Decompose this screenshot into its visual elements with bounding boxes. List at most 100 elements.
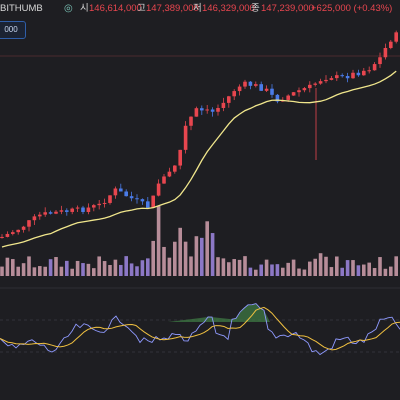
volume-bar <box>119 264 123 276</box>
volume-bar <box>189 256 193 276</box>
candle-body <box>65 210 69 212</box>
volume-bar <box>313 258 317 276</box>
candle-body <box>372 64 377 71</box>
candle-body <box>156 183 161 196</box>
volume-bar <box>286 262 290 276</box>
volume-bar <box>254 269 258 276</box>
volume-bar <box>243 256 247 276</box>
volume-bar <box>318 253 323 276</box>
volume-bar <box>205 221 209 276</box>
candle-body <box>27 220 31 227</box>
volume-bar <box>356 265 361 276</box>
candle-body <box>324 79 328 82</box>
volume-bar <box>378 257 382 276</box>
oscillator-line <box>0 303 400 356</box>
candle-body <box>205 109 209 111</box>
candle-body <box>254 84 258 86</box>
volume-bar <box>146 258 150 276</box>
volume-bar <box>210 233 215 276</box>
candle-body <box>227 96 231 103</box>
volume-bar <box>362 264 366 276</box>
volume-bar <box>92 268 96 276</box>
candle-body <box>286 95 290 100</box>
pin-icon[interactable]: ◎ <box>64 3 73 14</box>
low-value: 146,329,000 <box>202 3 255 14</box>
candle-body <box>173 165 177 172</box>
candle-body <box>200 108 204 111</box>
candle-body <box>92 205 96 208</box>
volume-bar <box>367 262 371 276</box>
candle-body <box>313 83 317 85</box>
candle-body <box>291 92 296 96</box>
volume-bar <box>173 241 177 276</box>
volume-bar <box>270 264 274 276</box>
indicator-value-badge: 000 <box>0 21 26 39</box>
volume-bar <box>335 256 339 276</box>
candle-body <box>108 195 112 203</box>
candle-body <box>259 84 263 91</box>
candle-body <box>394 32 398 42</box>
volume-bar <box>237 259 242 276</box>
volume-bar <box>135 266 139 276</box>
candle-body <box>75 207 80 209</box>
candle-body <box>297 90 301 93</box>
volume-bar <box>372 268 377 276</box>
close-label: 종 <box>251 3 260 14</box>
candle-body <box>237 86 242 92</box>
candle-body <box>124 191 128 197</box>
volume-bar <box>54 257 58 276</box>
volume-bar <box>5 257 10 276</box>
volume-bar <box>329 267 334 276</box>
candle-body <box>5 233 10 237</box>
volume-bar <box>70 268 74 276</box>
volume-bar <box>297 268 301 276</box>
candle-body <box>129 196 134 199</box>
volume-bar <box>162 246 166 276</box>
volume-bar <box>183 241 188 276</box>
candle-body <box>167 171 172 177</box>
candle-body <box>248 81 253 86</box>
volume-bar <box>97 256 101 276</box>
volume-bar <box>216 257 220 276</box>
candle-body <box>243 81 247 87</box>
candle-body <box>356 72 361 76</box>
chart-legend-header: BITHUMB ◎ 시 146,614,000 고 147,389,000 저 … <box>0 0 400 18</box>
volume-bar <box>11 259 15 276</box>
volume-bar <box>389 266 393 276</box>
volume-bar <box>32 267 37 276</box>
candle-body <box>86 207 91 212</box>
candle-body <box>54 211 58 214</box>
candle-body <box>32 216 37 221</box>
volume-bar <box>194 236 199 276</box>
candle-body <box>119 188 123 192</box>
candle-body <box>16 229 20 233</box>
candle-body <box>232 91 236 97</box>
candle-body <box>183 125 188 150</box>
oscillator-fill-area <box>168 303 270 322</box>
volume-bar <box>129 263 134 276</box>
volume-bar <box>86 263 91 276</box>
volume-bar <box>167 257 172 276</box>
candle-body <box>113 188 118 196</box>
open-label: 시 <box>80 3 89 14</box>
candle-body <box>367 70 371 72</box>
candle-body <box>140 199 145 202</box>
volume-bar <box>259 264 263 276</box>
candle-body <box>340 75 344 77</box>
candle-body <box>264 88 269 91</box>
volume-bar <box>232 259 236 276</box>
oscillator-signal-line <box>0 306 400 351</box>
candle-body <box>389 41 393 48</box>
volume-bar <box>27 256 31 276</box>
volume-bar <box>394 256 398 276</box>
candle-body <box>189 116 193 126</box>
volume-bar <box>140 260 145 276</box>
exchange-name: BITHUMB <box>0 3 43 14</box>
candle-body <box>146 201 150 208</box>
volume-bar <box>221 258 226 276</box>
candle-body <box>162 176 166 184</box>
volume-bar <box>302 269 307 276</box>
candle-body <box>383 47 388 58</box>
moving-average-line <box>1 70 397 248</box>
